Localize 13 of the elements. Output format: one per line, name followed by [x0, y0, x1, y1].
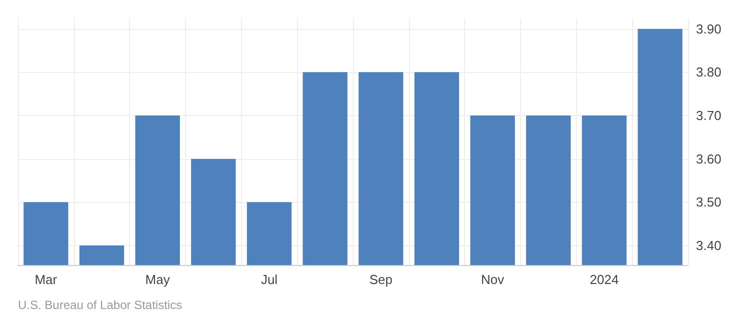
x-tick-label: 2024 [590, 272, 619, 287]
y-tick-label: 3.60 [696, 151, 722, 166]
y-tick-label: 3.80 [696, 64, 722, 80]
x-tick-label: Jul [260, 272, 278, 287]
x-tick-label: Nov [481, 272, 505, 287]
x-tick-label: May [145, 272, 170, 287]
y-tick-label: 3.90 [696, 21, 722, 36]
y-tick-label: 3.40 [696, 238, 722, 253]
y-tick-label: 3.50 [696, 194, 722, 210]
x-tick-label: Sep [369, 272, 392, 287]
text: U.S. Bureau of Labor Statistics [18, 298, 182, 312]
x-tick-label: Mar [34, 272, 58, 287]
y-tick-label: 3.70 [696, 108, 722, 123]
